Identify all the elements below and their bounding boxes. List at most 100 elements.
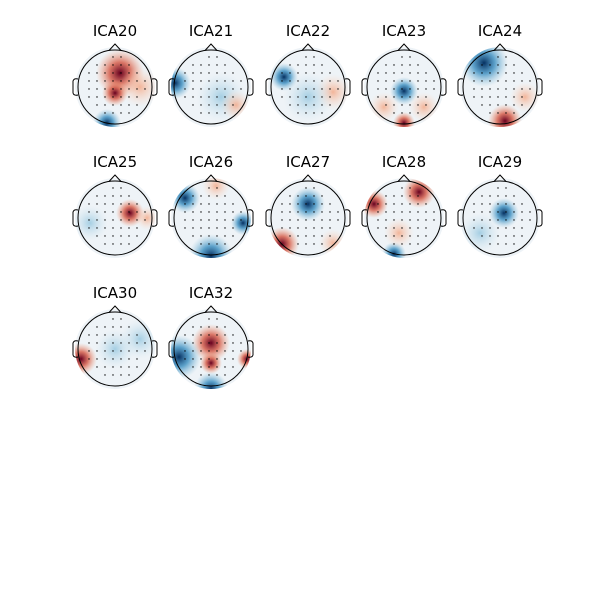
sensor: [128, 72, 130, 74]
sensor: [208, 342, 210, 344]
sensor: [289, 72, 291, 74]
sensor: [192, 211, 194, 213]
sensor: [521, 96, 523, 98]
sensor: [409, 80, 411, 82]
sensor: [208, 187, 210, 189]
sensor: [521, 219, 523, 221]
sensor: [305, 187, 307, 189]
sensor: [120, 366, 122, 368]
sensor: [200, 96, 202, 98]
sensor: [208, 334, 210, 336]
sensor: [529, 219, 531, 221]
sensor: [112, 358, 114, 360]
sensor: [112, 243, 114, 245]
sensor: [489, 96, 491, 98]
head-outline: [462, 180, 538, 256]
sensor: [313, 235, 315, 237]
sensor: [409, 227, 411, 229]
sensor: [305, 211, 307, 213]
sensor: [329, 80, 331, 82]
sensor: [192, 80, 194, 82]
sensor: [136, 334, 138, 336]
sensor: [393, 104, 395, 106]
sensor: [128, 112, 130, 114]
sensor: [136, 211, 138, 213]
sensor: [297, 243, 299, 245]
sensor: [385, 219, 387, 221]
sensor: [104, 88, 106, 90]
panel-title: ICA27: [286, 153, 330, 171]
sensor: [489, 112, 491, 114]
sensor: [136, 104, 138, 106]
ear-right: [440, 78, 447, 96]
sensor: [321, 88, 323, 90]
sensor: [305, 203, 307, 205]
sensor: [224, 326, 226, 328]
sensor: [513, 104, 515, 106]
sensor: [521, 104, 523, 106]
sensor: [232, 342, 234, 344]
sensor: [120, 104, 122, 106]
sensor: [120, 227, 122, 229]
sensor: [240, 88, 242, 90]
nose: [493, 174, 507, 182]
sensor: [104, 366, 106, 368]
sensor: [232, 72, 234, 74]
sensor: [96, 326, 98, 328]
sensor: [313, 72, 315, 74]
sensor: [313, 219, 315, 221]
sensor: [321, 104, 323, 106]
scalp-map: [460, 47, 540, 127]
sensor: [385, 80, 387, 82]
sensor: [505, 72, 507, 74]
activation-blob: [135, 206, 155, 230]
sensor: [513, 243, 515, 245]
ear-left: [361, 78, 368, 96]
activation-blob: [364, 190, 388, 218]
sensor: [128, 243, 130, 245]
sensor: [192, 88, 194, 90]
sensor: [208, 56, 210, 58]
sensor: [417, 80, 419, 82]
sensor: [489, 219, 491, 221]
sensor: [200, 64, 202, 66]
sensor: [232, 334, 234, 336]
scalp-map: [171, 178, 251, 258]
sensor: [240, 211, 242, 213]
sensor: [104, 96, 106, 98]
sensor: [96, 72, 98, 74]
sensor: [385, 104, 387, 106]
sensor: [321, 227, 323, 229]
sensor: [433, 80, 435, 82]
ear-left: [72, 78, 79, 96]
topomap-panel: ICA27: [265, 153, 351, 258]
activation-blob: [75, 343, 97, 375]
sensor: [200, 211, 202, 213]
sensor: [497, 219, 499, 221]
sensor: [208, 243, 210, 245]
sensor: [128, 235, 130, 237]
sensor: [401, 96, 403, 98]
sensor: [497, 211, 499, 213]
sensor: [281, 88, 283, 90]
sensor: [321, 96, 323, 98]
sensor: [393, 235, 395, 237]
sensor: [329, 227, 331, 229]
sensor: [216, 366, 218, 368]
sensor: [313, 96, 315, 98]
sensor: [321, 64, 323, 66]
ear-right: [344, 78, 351, 96]
sensor: [208, 195, 210, 197]
sensor: [297, 203, 299, 205]
sensor: [232, 96, 234, 98]
sensor: [200, 342, 202, 344]
sensor: [96, 219, 98, 221]
topomap-panel: ICA30: [72, 284, 158, 389]
sensor: [329, 96, 331, 98]
sensor: [192, 358, 194, 360]
sensor: [521, 203, 523, 205]
sensor: [329, 203, 331, 205]
sensor: [112, 96, 114, 98]
sensor: [224, 64, 226, 66]
activation-blob: [202, 178, 230, 200]
